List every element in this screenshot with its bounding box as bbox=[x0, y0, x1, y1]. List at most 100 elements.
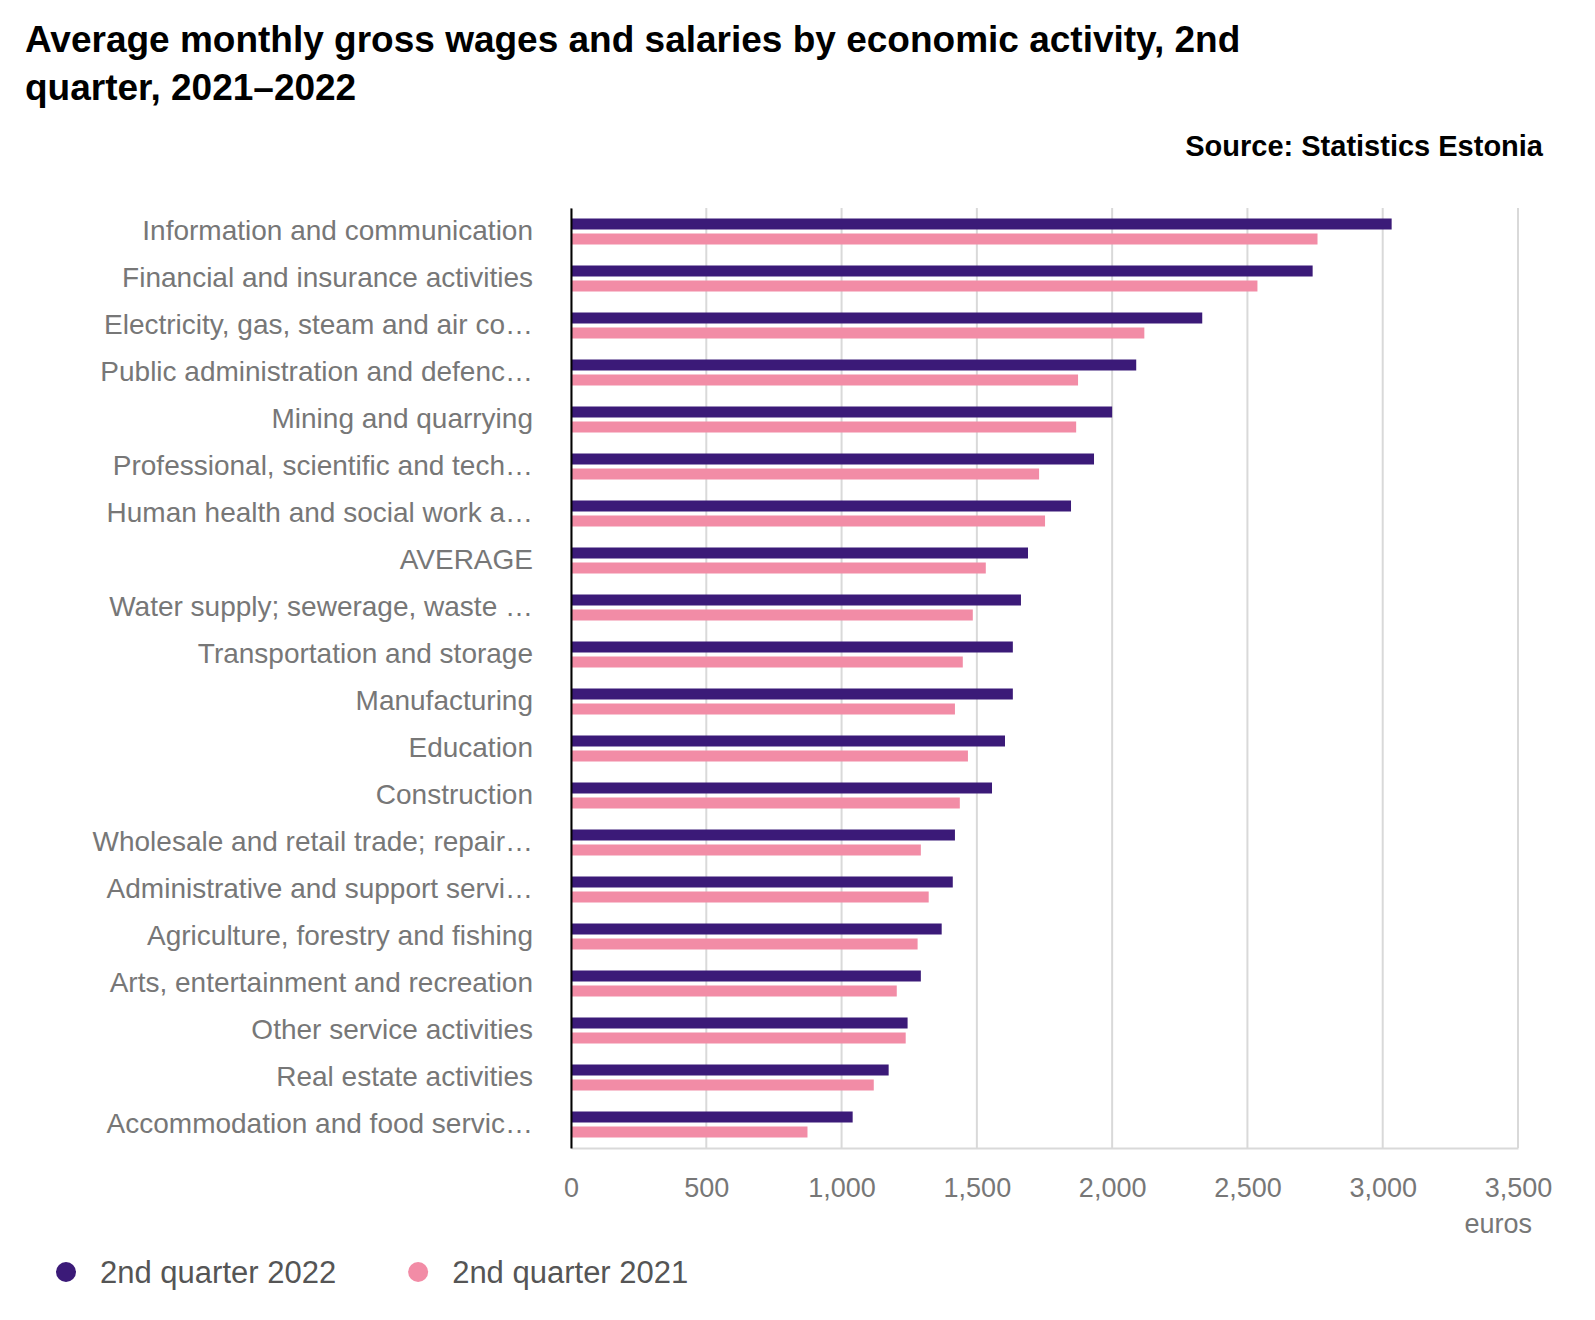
category-label: Education bbox=[408, 732, 533, 763]
bar bbox=[571, 563, 986, 574]
x-tick-label: 2,000 bbox=[1079, 1173, 1147, 1203]
category-label: Arts, entertainment and recreation bbox=[110, 967, 533, 998]
legend-item: 2nd quarter 2021 bbox=[408, 1255, 688, 1290]
bar bbox=[571, 751, 968, 762]
x-tick: 1,000 bbox=[808, 1148, 876, 1203]
title-line: Average monthly gross wages and salaries… bbox=[25, 19, 1240, 60]
y-axis-line bbox=[571, 209, 573, 1149]
chart: Average monthly gross wages and salaries… bbox=[0, 0, 1595, 1320]
y-tick: Education bbox=[408, 732, 571, 763]
category-label: Administrative and support servi… bbox=[107, 873, 533, 904]
bar bbox=[571, 657, 963, 668]
bar bbox=[571, 830, 955, 841]
x-tick-label: 500 bbox=[684, 1173, 729, 1203]
grid-line bbox=[976, 208, 978, 1148]
bar bbox=[571, 783, 992, 794]
y-tick: Human health and social work a… bbox=[107, 497, 571, 528]
series bbox=[571, 219, 1392, 1123]
bar bbox=[571, 892, 929, 903]
category-label: Water supply; sewerage, waste … bbox=[109, 591, 533, 622]
y-tick: Public administration and defenc… bbox=[100, 356, 571, 387]
bar bbox=[571, 939, 918, 950]
bar bbox=[571, 1018, 908, 1029]
bar bbox=[571, 266, 1313, 277]
category-label: Wholesale and retail trade; repair… bbox=[93, 826, 533, 857]
x-tick-label: 3,500 bbox=[1485, 1173, 1553, 1203]
bar bbox=[571, 234, 1318, 245]
bar bbox=[571, 1033, 906, 1044]
bar bbox=[571, 689, 1013, 700]
bar bbox=[571, 845, 921, 856]
x-axis: 0 500 1,000 1,500 2,000 2,500 3,000 3,500 bbox=[564, 1148, 1552, 1203]
y-tick: Administrative and support servi… bbox=[107, 873, 571, 904]
category-label: Public administration and defenc… bbox=[100, 356, 533, 387]
x-tick-label: 2,500 bbox=[1214, 1173, 1282, 1203]
bar bbox=[571, 501, 1071, 512]
title-line: quarter, 2021–2022 bbox=[25, 67, 356, 108]
bar bbox=[571, 704, 955, 715]
bar bbox=[571, 1112, 853, 1123]
y-tick: Information and communication bbox=[142, 215, 571, 246]
category-label: Accommodation and food servic… bbox=[107, 1108, 533, 1139]
category-label: AVERAGE bbox=[400, 544, 533, 575]
bar bbox=[571, 313, 1202, 324]
bar bbox=[571, 548, 1028, 559]
y-tick: Financial and insurance activities bbox=[122, 262, 571, 293]
grid-line bbox=[570, 208, 572, 1148]
y-tick: Agriculture, forestry and fishing bbox=[147, 920, 571, 951]
category-label: Human health and social work a… bbox=[107, 497, 533, 528]
grid-line bbox=[1517, 208, 1519, 1148]
x-axis-line bbox=[572, 1148, 1519, 1150]
category-label: Financial and insurance activities bbox=[122, 262, 533, 293]
bar bbox=[571, 219, 1392, 230]
y-tick: AVERAGE bbox=[400, 544, 571, 575]
y-tick: Construction bbox=[376, 779, 571, 810]
x-tick-label: 1,500 bbox=[944, 1173, 1012, 1203]
grid-line bbox=[1382, 208, 1384, 1148]
bar bbox=[571, 422, 1076, 433]
bar bbox=[571, 328, 1144, 339]
y-tick: Electricity, gas, steam and air co… bbox=[104, 309, 571, 340]
bar bbox=[571, 798, 960, 809]
category-label: Transportation and storage bbox=[198, 638, 533, 669]
category-label: Electricity, gas, steam and air co… bbox=[104, 309, 533, 340]
series bbox=[571, 234, 1318, 1138]
bar bbox=[571, 516, 1045, 527]
y-tick: Water supply; sewerage, waste … bbox=[109, 591, 571, 622]
grid-line bbox=[841, 208, 843, 1148]
y-tick: Professional, scientific and tech… bbox=[113, 450, 571, 481]
y-tick: Other service activities bbox=[251, 1014, 571, 1045]
y-axis: Information and communication Financial a… bbox=[93, 209, 572, 1149]
bar bbox=[571, 375, 1078, 386]
grid bbox=[571, 208, 1518, 1148]
bar bbox=[571, 1065, 889, 1076]
y-tick: Wholesale and retail trade; repair… bbox=[93, 826, 571, 857]
title: Average monthly gross wages and salaries… bbox=[25, 19, 1240, 108]
category-label: Construction bbox=[376, 779, 533, 810]
grid-line bbox=[1111, 208, 1113, 1148]
category-label: Real estate activities bbox=[276, 1061, 533, 1092]
bar bbox=[571, 736, 1005, 747]
bar bbox=[571, 1080, 874, 1091]
bar bbox=[571, 877, 953, 888]
bar bbox=[571, 1127, 807, 1138]
y-tick: Real estate activities bbox=[276, 1061, 571, 1092]
x-tick: 3,500 bbox=[1485, 1148, 1553, 1203]
bar bbox=[571, 924, 942, 935]
category-label: Professional, scientific and tech… bbox=[113, 450, 533, 481]
x-tick-label: 3,000 bbox=[1349, 1173, 1417, 1203]
x-tick: 1,500 bbox=[944, 1148, 1012, 1203]
y-tick: Transportation and storage bbox=[198, 638, 571, 669]
bar bbox=[571, 360, 1136, 371]
source: Source: Statistics Estonia bbox=[1185, 130, 1544, 162]
legend-item: 2nd quarter 2022 bbox=[56, 1255, 336, 1290]
y-tick: Arts, entertainment and recreation bbox=[110, 967, 571, 998]
x-tick: 0 bbox=[564, 1148, 579, 1203]
x-tick: 3,000 bbox=[1349, 1148, 1417, 1203]
bar bbox=[571, 469, 1039, 480]
legend: 2nd quarter 2022 2nd quarter 2021 bbox=[56, 1255, 688, 1290]
bars bbox=[571, 219, 1392, 1138]
legend-label: 2nd quarter 2022 bbox=[100, 1255, 336, 1290]
category-label: Other service activities bbox=[251, 1014, 533, 1045]
legend-swatch bbox=[56, 1262, 76, 1282]
